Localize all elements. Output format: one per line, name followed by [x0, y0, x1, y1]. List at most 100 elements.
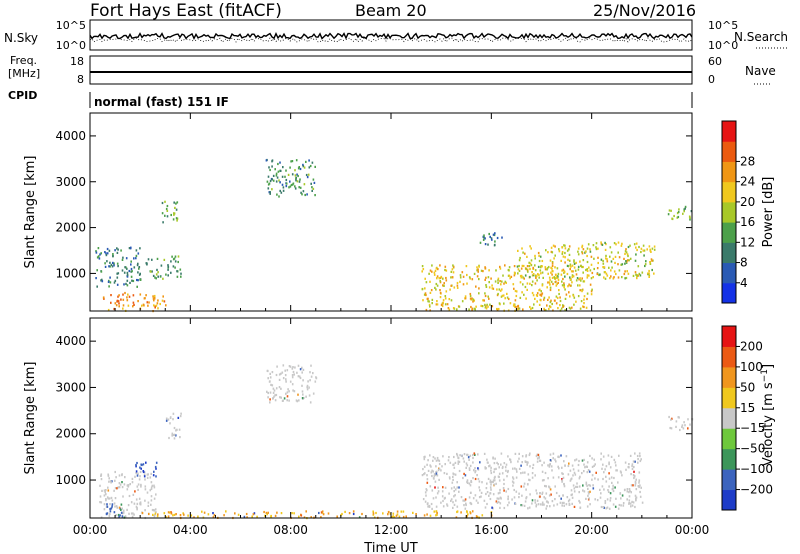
echo-cell [475, 499, 478, 502]
echo-cell [490, 466, 492, 469]
echo-cell [450, 499, 452, 502]
echo-cell [569, 276, 571, 279]
echo-cell [483, 236, 485, 239]
echo-cell [518, 452, 520, 455]
echo-cell [173, 433, 176, 436]
echo-cell [164, 200, 166, 203]
echo-cell [469, 292, 472, 296]
echo-cell [547, 281, 549, 284]
echo-cell [489, 303, 491, 306]
echo-cell [628, 495, 631, 498]
echo-cell [473, 272, 476, 275]
echo-cell [586, 471, 589, 474]
echo-cell [111, 503, 114, 506]
echo-cell [423, 458, 426, 461]
echo-cell [606, 274, 609, 277]
echo-cell [466, 480, 468, 483]
echo-cell [467, 456, 470, 459]
echo-cell [104, 251, 106, 254]
echo-cell [269, 372, 271, 375]
echo-cell [120, 503, 123, 506]
echo-cell [599, 273, 601, 276]
echo-cell [291, 160, 294, 163]
echo-cell [165, 516, 168, 519]
echo-cell [452, 506, 454, 509]
echo-cell [432, 470, 434, 473]
echo-cell [536, 457, 539, 460]
colorbar-tick-label: 100 [740, 360, 763, 374]
echo-cell [116, 283, 119, 286]
echo-cell [288, 390, 290, 393]
echo-cell [548, 305, 551, 308]
echo-cell [161, 212, 164, 215]
echo-cell [429, 291, 432, 294]
echo-cell [306, 176, 309, 179]
echo-cell [545, 507, 547, 510]
echo-cell [587, 487, 589, 490]
echo-cell [480, 495, 482, 498]
echo-cell [523, 485, 525, 488]
echo-cell [489, 479, 492, 482]
echo-cell [580, 279, 582, 282]
power-colorbar-label: Power [dB] [761, 177, 776, 248]
echo-cell [493, 462, 496, 465]
echo-cell [291, 173, 294, 176]
echo-cell [465, 462, 468, 465]
echo-cell [251, 515, 253, 518]
echo-cell [689, 218, 691, 221]
echo-cell [439, 296, 442, 299]
cpid-mode: normal (fast) 151 IF [94, 95, 229, 109]
echo-cell [450, 276, 452, 279]
echo-cell [480, 304, 482, 307]
echo-cell [597, 247, 599, 250]
echo-cell [299, 186, 302, 189]
echo-cell [463, 460, 465, 463]
echo-cell [539, 255, 542, 258]
echo-cell [101, 489, 103, 492]
echo-cell [561, 504, 563, 507]
echo-cell [448, 298, 451, 301]
colorbar-segment [722, 326, 736, 347]
echo-cell [573, 259, 575, 262]
echo-cell [274, 399, 277, 402]
echo-cell [529, 275, 531, 279]
echo-cell [154, 276, 156, 279]
echo-cell [606, 258, 608, 261]
echo-cell [550, 250, 553, 253]
echo-cell [142, 470, 145, 474]
echo-cell [557, 272, 560, 275]
echo-cell [567, 500, 570, 503]
echo-cell [458, 469, 461, 473]
echo-cell [539, 495, 541, 498]
echo-cell [509, 277, 511, 280]
echo-cell [253, 512, 256, 515]
echo-cell [557, 307, 559, 310]
echo-cell [427, 300, 429, 303]
echo-cell [167, 418, 170, 421]
echo-cell [285, 182, 288, 185]
echo-cell [307, 173, 310, 176]
echo-cell [153, 299, 155, 302]
echo-cell [435, 465, 437, 468]
echo-cell [135, 257, 137, 260]
echo-cell [152, 513, 154, 516]
echo-cell [586, 269, 589, 272]
echo-cell [600, 258, 603, 261]
echo-cell [623, 257, 625, 260]
echo-cell [588, 470, 591, 473]
echo-cell [567, 285, 569, 288]
echo-cell [118, 506, 121, 509]
echo-cell [146, 491, 149, 494]
echo-cell [612, 257, 615, 260]
echo-cell [167, 268, 169, 271]
echo-cell [435, 472, 438, 475]
echo-cell [486, 303, 488, 306]
echo-cell [518, 259, 521, 262]
echo-cell [466, 282, 468, 285]
echo-cell [684, 205, 687, 208]
echo-cell [500, 295, 503, 298]
echo-cell [527, 270, 529, 273]
echo-cell [499, 289, 502, 292]
echo-cell [458, 305, 461, 308]
echo-cell [99, 495, 102, 498]
